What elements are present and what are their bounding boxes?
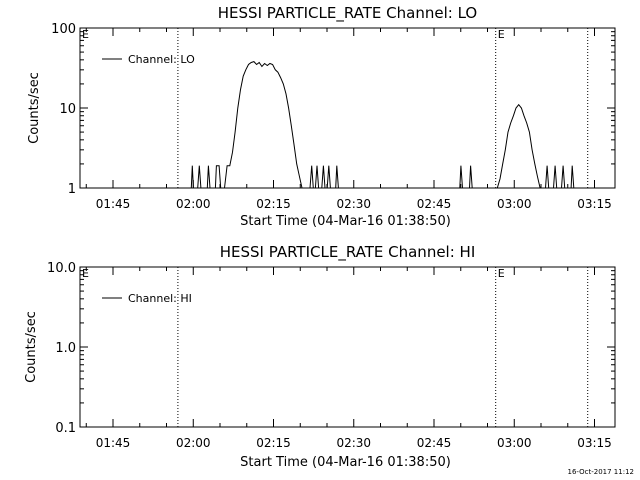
x-tick-label: 02:45 (417, 197, 452, 211)
x-tick-label: 02:15 (256, 197, 291, 211)
y-tick-label: 1.0 (55, 341, 76, 356)
x-tick-label: 01:45 (96, 436, 131, 450)
event-marker-label: E (498, 267, 505, 280)
x-axis-title: Start Time (04-Mar-16 01:38:50) (240, 214, 451, 229)
legend-label: Channel: HI (128, 292, 192, 305)
x-axis-title: Start Time (04-Mar-16 01:38:50) (240, 455, 451, 470)
corner-event-label: E (82, 267, 89, 280)
generation-timestamp: 16-Oct-2017 11:12 (567, 468, 634, 476)
y-axis-title: Counts/sec (24, 311, 39, 383)
x-tick-label: 02:15 (256, 436, 291, 450)
event-marker-label: E (498, 28, 505, 41)
chart-panel-1: HESSI PARTICLE_RATE Channel: LO 01:45 02:0… (27, 4, 616, 229)
corner-event-label: E (82, 28, 89, 41)
y-tick-label: 1 (68, 182, 76, 197)
y-tick-label: 10.0 (47, 261, 76, 276)
y-tick-label: 100 (51, 22, 76, 37)
x-tick-label: 02:30 (336, 197, 371, 211)
legend-label: Channel: LO (128, 53, 195, 66)
y-tick-label: 10 (59, 102, 76, 117)
chart-title: HESSI PARTICLE_RATE Channel: HI (220, 243, 476, 262)
plot-frame (79, 266, 616, 428)
x-tick-label: 02:45 (417, 436, 452, 450)
x-tick-label: 01:45 (96, 197, 131, 211)
y-axis-title: Counts/sec (27, 72, 42, 144)
series-line (190, 61, 575, 189)
y-tick-label: 0.1 (55, 421, 76, 436)
x-tick-label: 02:00 (176, 197, 211, 211)
chart-panel-2: HESSI PARTICLE_RATE Channel: HI 01:45 02:0… (24, 243, 616, 470)
x-tick-label: 03:15 (577, 436, 612, 450)
x-tick-label: 02:30 (336, 436, 371, 450)
chart-title: HESSI PARTICLE_RATE Channel: LO (218, 4, 477, 23)
x-tick-label: 03:00 (497, 436, 532, 450)
x-tick-label: 03:00 (497, 197, 532, 211)
x-tick-label: 02:00 (176, 436, 211, 450)
x-tick-label: 03:15 (577, 197, 612, 211)
